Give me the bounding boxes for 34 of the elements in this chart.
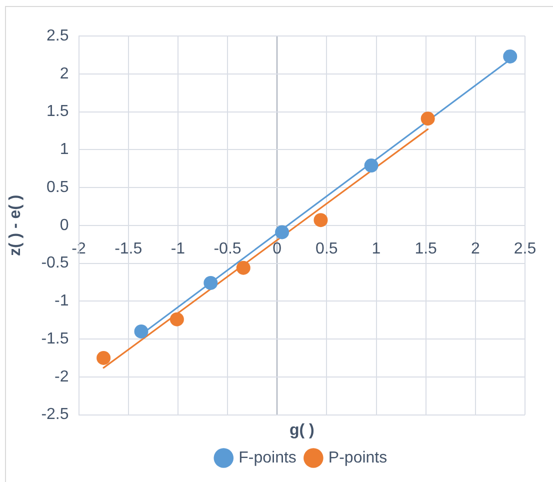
y-tick-label: -1.5 bbox=[41, 330, 69, 348]
point bbox=[503, 49, 518, 64]
y-axis-title: z( ) - e( ) bbox=[7, 194, 24, 256]
x-tick-label: 2 bbox=[470, 240, 480, 258]
point bbox=[96, 350, 111, 365]
x-tick-label: -1.5 bbox=[114, 240, 142, 258]
y-tick-label: 2.5 bbox=[46, 27, 69, 44]
y-tick-label: 0 bbox=[60, 216, 69, 234]
point bbox=[314, 213, 328, 228]
y-tick-label: 2 bbox=[60, 65, 69, 82]
x-tick-label: 0 bbox=[272, 240, 282, 258]
x-tick-label: -1 bbox=[170, 240, 186, 258]
y-tick-label: 1.5 bbox=[46, 103, 69, 120]
legend-label: P-points bbox=[328, 449, 388, 466]
point bbox=[364, 158, 378, 173]
x-tick-label: 2.5 bbox=[514, 240, 536, 258]
y-tick-label: 0.5 bbox=[46, 178, 69, 196]
y-tick-label: -0.5 bbox=[41, 254, 69, 272]
x-axis-title: g( ) bbox=[289, 422, 314, 439]
point bbox=[236, 260, 250, 275]
y-tick-label: -1 bbox=[54, 292, 69, 310]
point bbox=[420, 112, 435, 126]
x-tick-label: -0.5 bbox=[214, 240, 242, 258]
x-tick-label: 0.5 bbox=[316, 240, 338, 258]
point bbox=[204, 276, 218, 290]
x-tick-label: 1 bbox=[372, 240, 381, 258]
y-tick-label: 1 bbox=[60, 141, 69, 158]
point bbox=[170, 312, 184, 326]
point bbox=[134, 324, 148, 338]
point bbox=[275, 225, 290, 240]
x-tick-label: 1.5 bbox=[414, 240, 438, 258]
y-tick-label: -2 bbox=[54, 368, 69, 386]
y-tick-label: -2.5 bbox=[41, 406, 69, 424]
legend-label: F-points bbox=[238, 449, 296, 466]
